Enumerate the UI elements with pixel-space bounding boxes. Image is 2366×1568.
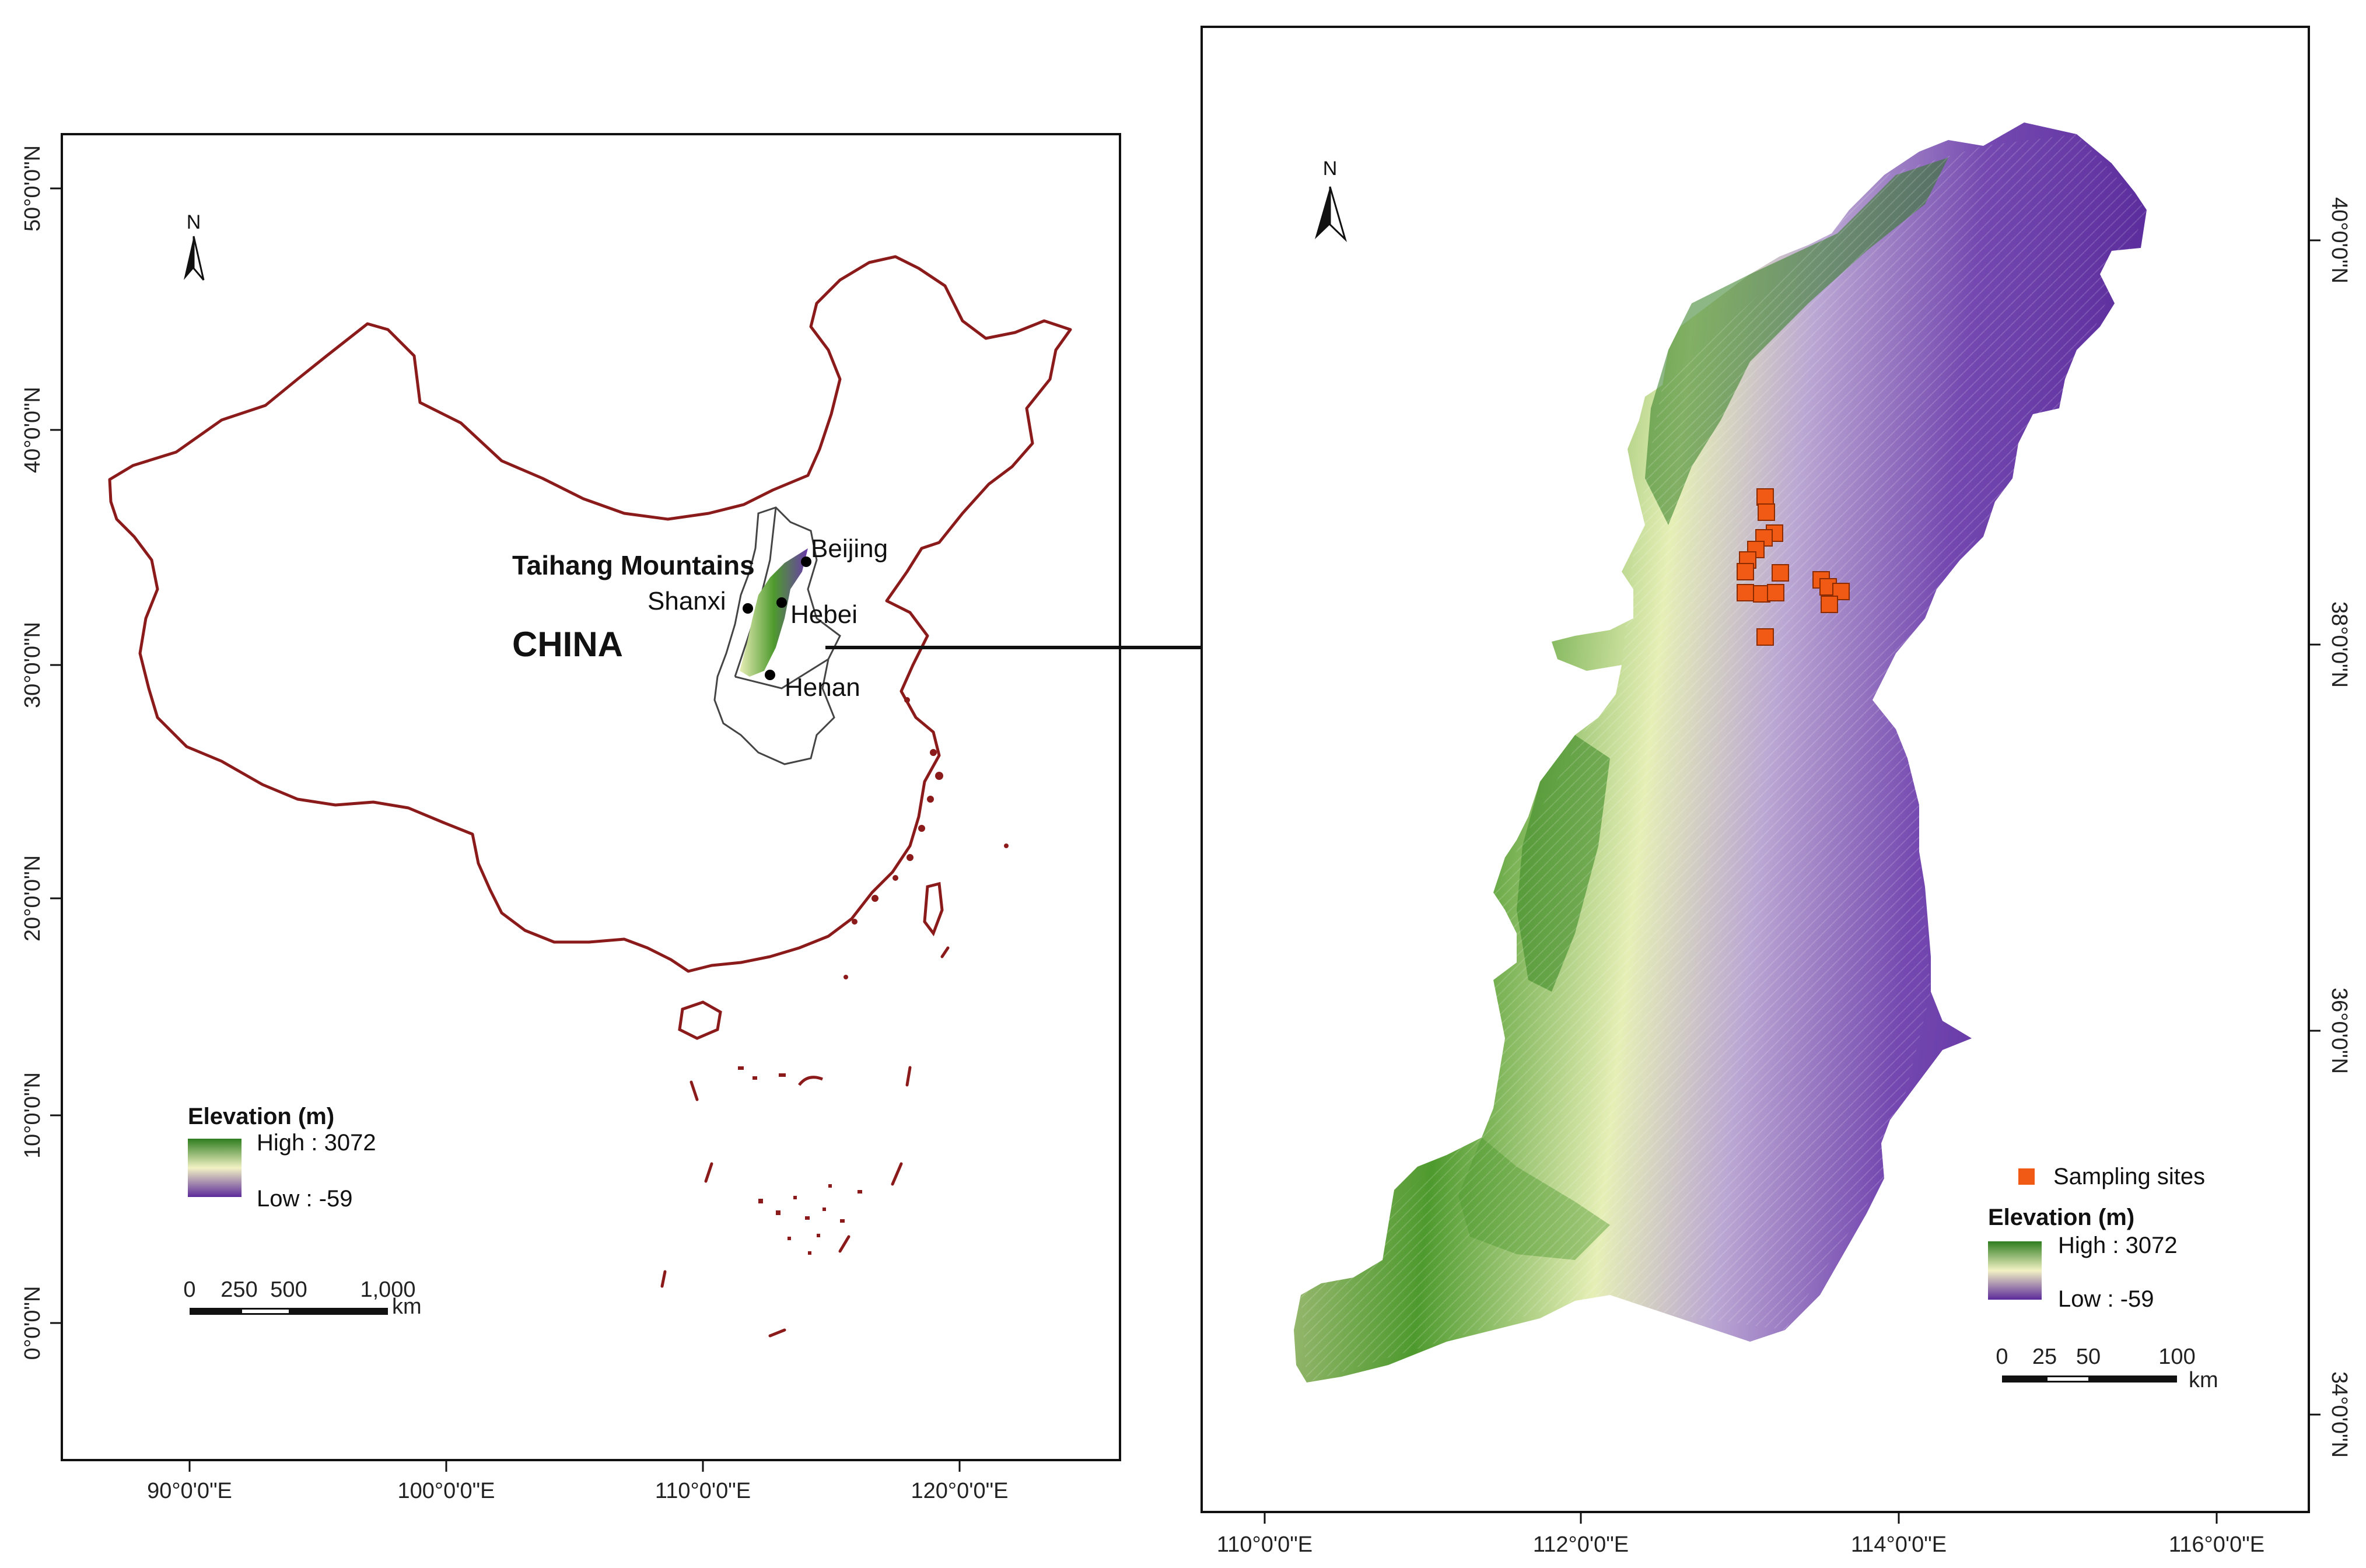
left-legend-title: Elevation (m) [188, 1104, 334, 1129]
scalebar-label: 1,000 [360, 1278, 415, 1302]
left-north-label: N [187, 211, 201, 233]
south-china-sea-islands [738, 1066, 862, 1255]
left-scalebar: 0 250 500 1,000 km [183, 1278, 421, 1319]
sampling-site-marker [1756, 628, 1774, 646]
left-lat-tick-label: 40°0'0"N [20, 387, 45, 473]
left-legend-high: High : 3072 [257, 1130, 376, 1156]
scalebar-label: 250 [220, 1278, 257, 1302]
right-legend-low: Low : -59 [2058, 1286, 2154, 1312]
right-scalebar: 0 25 50 100 km [1996, 1345, 2218, 1392]
province-boundaries [713, 506, 841, 765]
taihang-label: Taihang Mountains [512, 550, 755, 580]
sampling-sites [1737, 488, 1850, 646]
taiwan-island [923, 881, 944, 937]
coastal-islands [844, 697, 1009, 979]
left-lat-tick-label: 0°0'0"N [20, 1286, 45, 1360]
taihang-inset-region [740, 548, 808, 677]
right-lon-axis: 110°0'0"E 112°0'0"E 114°0'0"E 116°0'0"E [1217, 1512, 2264, 1557]
right-legend-title: Elevation (m) [1988, 1205, 2134, 1230]
left-lon-axis: 90°0'0"E 100°0'0"E 110°0'0"E 120°0'0"E [147, 1460, 1008, 1503]
shanxi-dot [743, 603, 753, 614]
right-lon-tick-label: 114°0'0"E [1851, 1532, 1947, 1557]
hebei-dot [776, 597, 787, 608]
sampling-site-marker [1767, 584, 1784, 601]
sites-legend-label: Sampling sites [2053, 1164, 2205, 1189]
sites-legend-marker [2018, 1168, 2035, 1185]
left-lon-tick-label: 100°0'0"E [398, 1479, 495, 1503]
sampling-site-marker [1821, 596, 1838, 613]
right-north-label: N [1323, 158, 1338, 180]
left-north-arrow: N [184, 211, 205, 281]
right-lat-tick-label: 40°0'0"N [2327, 197, 2351, 284]
place-dots [743, 556, 811, 680]
henan-dot [765, 670, 775, 680]
scalebar-label: 0 [1996, 1345, 2008, 1369]
left-lat-tick-label: 20°0'0"N [20, 855, 45, 942]
scalebar-label: 25 [2032, 1345, 2057, 1369]
right-map-panel: 34°0'0"N 36°0'0"N 38°0'0"N 40°0'0"N 110°… [1200, 26, 2351, 1557]
taihang-relief-pattern [1301, 134, 2147, 1382]
right-lon-tick-label: 116°0'0"E [2169, 1532, 2264, 1557]
sampling-site-marker [1758, 503, 1775, 521]
left-lat-tick-label: 50°0'0"N [20, 145, 45, 232]
left-lat-axis: 0°0'0"N 10°0'0"N 20°0'0"N 30°0'0"N 40°0'… [20, 145, 62, 1360]
china-border [108, 255, 1072, 973]
right-lat-tick-label: 36°0'0"N [2327, 988, 2351, 1074]
sampling-site-marker [1772, 564, 1789, 582]
hebei-label: Hebei [790, 600, 858, 629]
scalebar-label: 100 [2158, 1345, 2195, 1369]
right-lat-tick-label: 38°0'0"N [2327, 601, 2351, 688]
hainan-island [678, 1000, 722, 1040]
right-north-arrow: N [1315, 158, 1347, 242]
right-lat-tick-label: 34°0'0"N [2327, 1371, 2351, 1458]
right-lon-tick-label: 112°0'0"E [1533, 1532, 1629, 1557]
south-china-sea-dashes [660, 946, 950, 1338]
left-lon-tick-label: 90°0'0"E [147, 1479, 232, 1503]
left-map-panel: 0°0'0"N 10°0'0"N 20°0'0"N 30°0'0"N 40°0'… [20, 133, 1121, 1503]
right-legend-high: High : 3072 [2058, 1233, 2178, 1258]
left-legend-low: Low : -59 [257, 1186, 353, 1212]
left-lat-tick-label: 30°0'0"N [20, 622, 45, 708]
right-legend: Elevation (m) High : 3072 Low : -59 [1988, 1205, 2178, 1312]
left-legend-gradient [188, 1139, 242, 1197]
right-sites-legend: Sampling sites [2018, 1164, 2205, 1189]
sampling-site-marker [1737, 563, 1754, 580]
left-lon-tick-label: 120°0'0"E [911, 1479, 1009, 1503]
scalebar-unit: km [392, 1294, 422, 1319]
left-lon-tick-label: 110°0'0"E [655, 1479, 751, 1503]
scalebar-unit: km [2189, 1368, 2218, 1392]
china-label: CHINA [512, 625, 623, 664]
sampling-site-marker [1737, 584, 1754, 601]
sampling-site-marker [1756, 488, 1774, 506]
right-lat-axis: 34°0'0"N 36°0'0"N 38°0'0"N 40°0'0"N [2309, 197, 2351, 1458]
right-legend-gradient [1988, 1241, 2042, 1300]
left-legend: Elevation (m) High : 3072 Low : -59 [188, 1104, 376, 1212]
left-lat-tick-label: 10°0'0"N [20, 1072, 45, 1158]
beijing-label: Beijing [811, 534, 888, 563]
scalebar-label: 0 [183, 1278, 195, 1302]
beijing-dot [801, 556, 811, 567]
henan-label: Henan [785, 673, 860, 702]
shanxi-label: Shanxi [648, 587, 726, 615]
scalebar-label: 500 [270, 1278, 307, 1302]
scalebar-label: 50 [2076, 1345, 2101, 1369]
right-lon-tick-label: 110°0'0"E [1217, 1532, 1312, 1557]
